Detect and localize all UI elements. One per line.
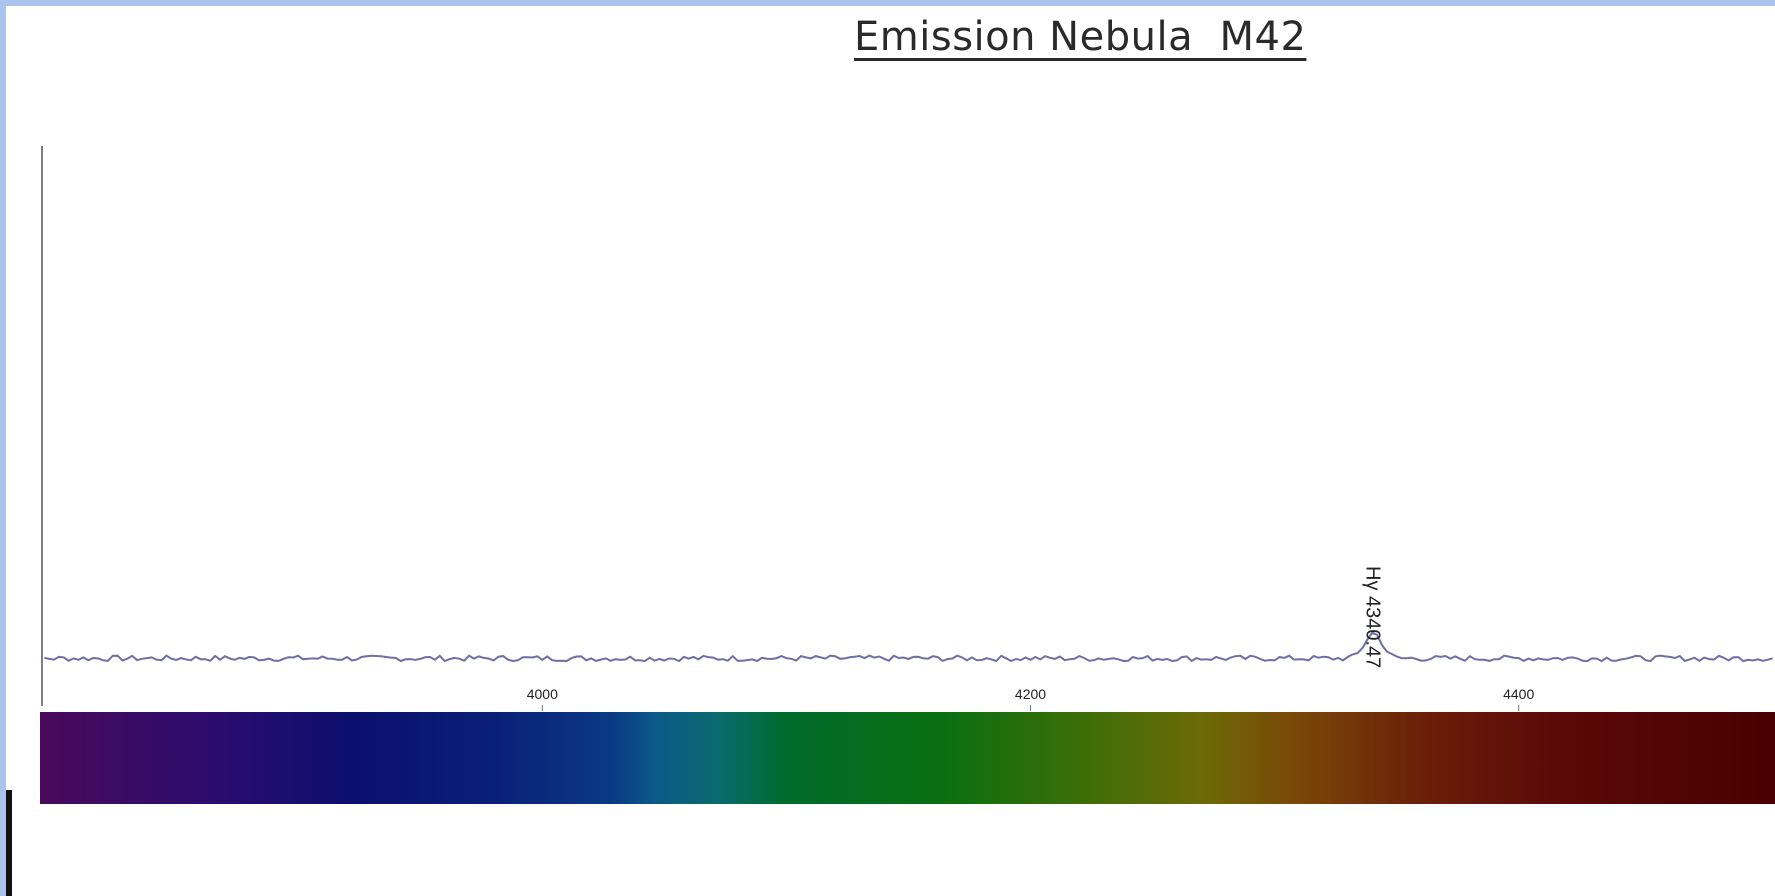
peak-point-0 — [1372, 632, 1375, 634]
x-axis-ticks: 4000420044004600480050005200540056005800… — [527, 686, 1534, 711]
x-tick-label-4400: 4400 — [1503, 686, 1534, 702]
corner-dark-strip — [6, 790, 12, 896]
x-tick-label-4200: 4200 — [1015, 686, 1046, 702]
spectrum-trace — [44, 631, 1773, 663]
chart-panel: Emission Nebula M42 — [6, 6, 1775, 896]
line-annotations: Hγ 4340.47Hβ 4861.33OIII 4958.91OIII 500… — [1361, 566, 1383, 668]
chart-title: Emission Nebula M42 — [854, 14, 1307, 60]
spectrum-chart: 4000420044004600480050005200540056005800… — [40, 146, 1775, 804]
x-tick-label-4000: 4000 — [527, 686, 558, 702]
annotation-0: Hγ 4340.47 — [1361, 566, 1383, 668]
color-spectrum-strip — [40, 712, 1775, 804]
peak-markers — [1372, 632, 1375, 634]
